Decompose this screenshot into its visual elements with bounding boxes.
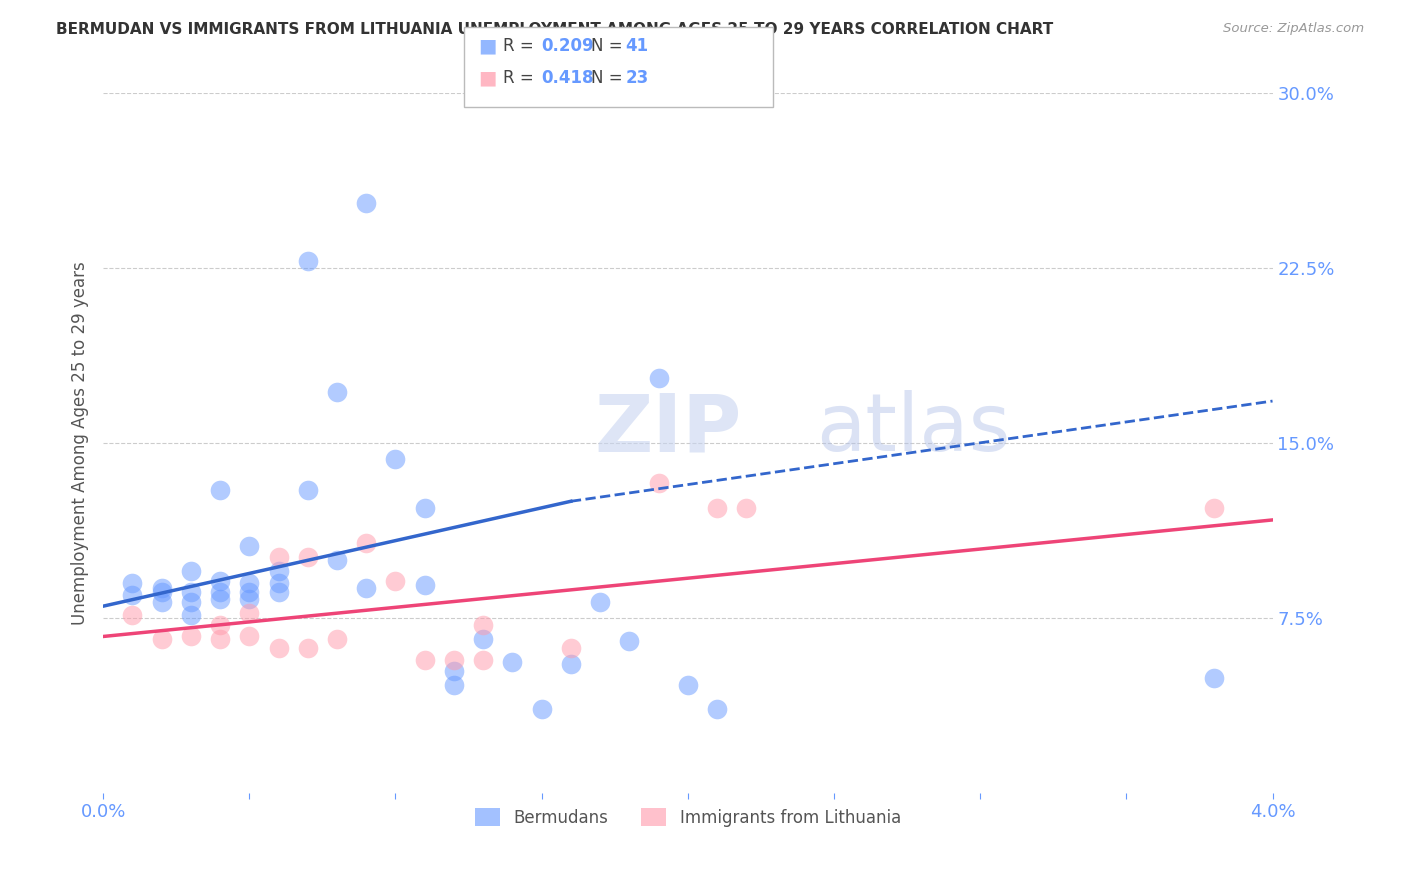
Point [238, 585, 260, 599]
Point [647, 475, 669, 490]
Point [150, 594, 173, 608]
Text: R =: R = [503, 69, 540, 87]
Point [267, 575, 290, 590]
Point [238, 592, 260, 607]
Point [443, 678, 465, 692]
Point [1202, 501, 1225, 516]
Text: ZIP: ZIP [595, 390, 741, 468]
Y-axis label: Unemployment Among Ages 25 to 29 years: Unemployment Among Ages 25 to 29 years [72, 261, 89, 625]
Text: 41: 41 [626, 37, 648, 55]
Text: ■: ■ [478, 37, 496, 56]
Point [676, 678, 699, 692]
Point [180, 630, 202, 644]
Point [150, 585, 173, 599]
Point [501, 655, 523, 669]
Point [735, 501, 758, 516]
Point [413, 501, 436, 516]
Point [150, 632, 173, 646]
Point [267, 641, 290, 656]
Point [706, 702, 728, 716]
Point [530, 702, 553, 716]
Text: 23: 23 [626, 69, 650, 87]
Point [706, 501, 728, 516]
Point [238, 630, 260, 644]
Text: Source: ZipAtlas.com: Source: ZipAtlas.com [1223, 22, 1364, 36]
Point [267, 585, 290, 599]
Text: R =: R = [503, 37, 540, 55]
Point [238, 539, 260, 553]
Point [238, 606, 260, 620]
Point [472, 632, 495, 646]
Point [326, 632, 349, 646]
Point [150, 581, 173, 595]
Point [121, 588, 143, 602]
Point [384, 574, 406, 588]
Point [354, 195, 377, 210]
Point [443, 653, 465, 667]
Point [209, 585, 232, 599]
Point [647, 370, 669, 384]
Point [297, 641, 319, 656]
Point [472, 617, 495, 632]
Point [326, 552, 349, 566]
Point [209, 483, 232, 497]
Point [209, 592, 232, 607]
Text: N =: N = [591, 37, 627, 55]
Text: N =: N = [591, 69, 627, 87]
Point [443, 665, 465, 679]
Point [267, 564, 290, 578]
Point [209, 574, 232, 588]
Point [209, 617, 232, 632]
Point [472, 653, 495, 667]
Point [589, 594, 612, 608]
Point [121, 608, 143, 623]
Legend: Bermudans, Immigrants from Lithuania: Bermudans, Immigrants from Lithuania [468, 802, 907, 833]
Text: 0.209: 0.209 [541, 37, 593, 55]
Point [297, 550, 319, 565]
Point [180, 564, 202, 578]
Text: 0.418: 0.418 [541, 69, 593, 87]
Point [354, 581, 377, 595]
Point [413, 653, 436, 667]
Point [1202, 672, 1225, 686]
Text: atlas: atlas [817, 390, 1011, 468]
Point [619, 634, 641, 648]
Point [297, 483, 319, 497]
Point [209, 632, 232, 646]
Point [267, 550, 290, 565]
Point [297, 254, 319, 268]
Point [560, 657, 582, 672]
Point [180, 585, 202, 599]
Point [413, 578, 436, 592]
Text: ■: ■ [478, 68, 496, 87]
Text: BERMUDAN VS IMMIGRANTS FROM LITHUANIA UNEMPLOYMENT AMONG AGES 25 TO 29 YEARS COR: BERMUDAN VS IMMIGRANTS FROM LITHUANIA UN… [56, 22, 1053, 37]
Point [354, 536, 377, 550]
Point [560, 641, 582, 656]
Point [384, 452, 406, 467]
Point [180, 594, 202, 608]
Point [121, 575, 143, 590]
Point [180, 608, 202, 623]
Point [238, 575, 260, 590]
Point [326, 384, 349, 399]
